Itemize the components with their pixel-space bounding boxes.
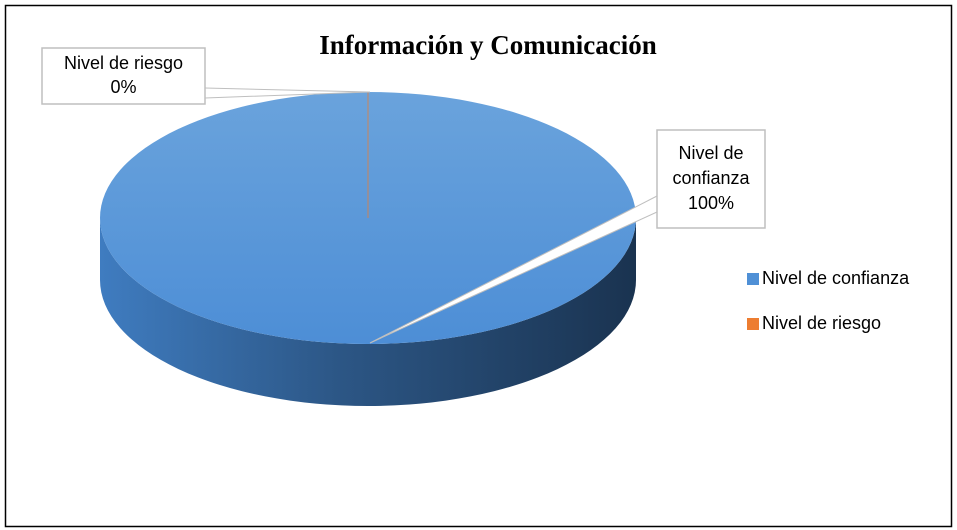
data-label-name: Nivel de confianza — [672, 143, 750, 188]
legend-label: Nivel de riesgo — [762, 313, 881, 333]
legend-label: Nivel de confianza — [762, 268, 910, 288]
data-label-value: 0% — [110, 77, 136, 97]
data-label-name-part: Nivel de — [678, 143, 743, 163]
data-label-value: 100% — [688, 193, 734, 213]
callout-box — [41, 47, 206, 105]
callout-box — [656, 129, 766, 229]
legend-swatch — [747, 318, 759, 330]
callout-pointer — [369, 195, 658, 344]
data-label-name: Nivel de riesgo — [64, 53, 183, 73]
legend-swatch — [747, 273, 759, 285]
data-label-name-part: confianza — [672, 168, 750, 188]
callout-pointer — [204, 87, 371, 99]
pie-side — [100, 218, 636, 406]
chart-title: Información y Comunicación — [319, 30, 657, 60]
